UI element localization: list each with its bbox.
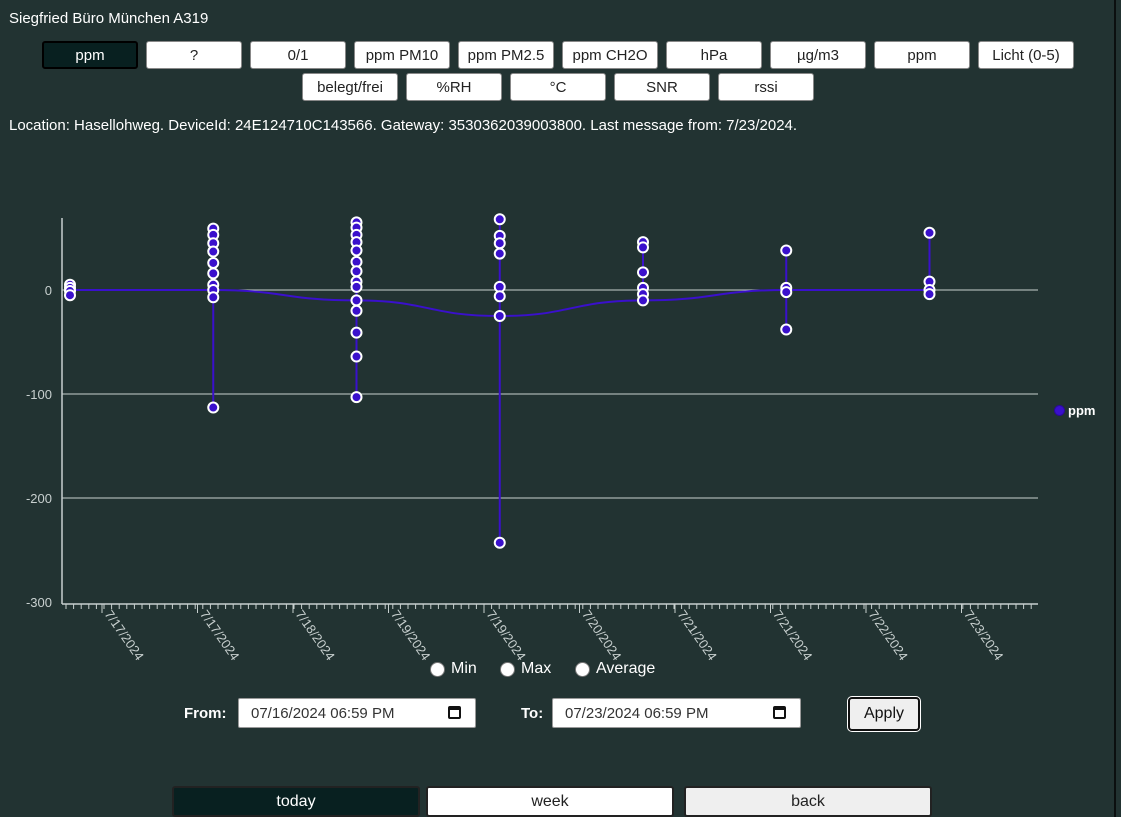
radio-average[interactable]: Average bbox=[575, 660, 655, 678]
data-point bbox=[350, 244, 363, 257]
unit-button-r1-5[interactable]: ppm CH2O bbox=[562, 41, 658, 69]
to-label: To: bbox=[521, 705, 544, 722]
calendar-icon[interactable] bbox=[448, 706, 461, 719]
data-point bbox=[350, 304, 363, 317]
x-tick-label: 7/22/2024 bbox=[866, 607, 911, 663]
page-title: Siegfried Büro München A319 bbox=[9, 10, 209, 27]
data-point bbox=[350, 350, 363, 363]
unit-button-r1-0[interactable]: ppm bbox=[42, 41, 138, 69]
window-edge bbox=[1114, 0, 1116, 817]
radio-circle-icon[interactable] bbox=[575, 661, 590, 677]
radio-circle-icon[interactable] bbox=[500, 661, 515, 677]
data-point bbox=[207, 267, 220, 280]
data-point bbox=[350, 326, 363, 339]
y-tick-label: -300 bbox=[26, 595, 52, 610]
unit-button-r2-4[interactable]: rssi bbox=[718, 73, 814, 101]
from-date-value: 07/16/2024 06:59 PM bbox=[251, 704, 395, 722]
data-point bbox=[493, 536, 506, 549]
week-button[interactable]: week bbox=[426, 786, 674, 817]
chart-legend[interactable]: ppm bbox=[1054, 403, 1095, 418]
unit-button-r2-1[interactable]: %RH bbox=[406, 73, 502, 101]
data-point bbox=[637, 241, 649, 254]
unit-button-r1-2[interactable]: 0/1 bbox=[250, 41, 346, 69]
legend-marker-icon bbox=[1054, 405, 1065, 416]
data-point bbox=[493, 213, 506, 226]
data-point bbox=[923, 288, 936, 301]
calendar-icon[interactable] bbox=[773, 706, 786, 719]
radio-max[interactable]: Max bbox=[500, 660, 551, 678]
data-point bbox=[493, 310, 506, 322]
data-point bbox=[637, 294, 649, 307]
legend-label: ppm bbox=[1068, 403, 1096, 418]
x-tick-label: 7/17/2024 bbox=[197, 607, 242, 663]
unit-button-r2-2[interactable]: °C bbox=[510, 73, 606, 101]
unit-button-r1-6[interactable]: hPa bbox=[666, 41, 762, 69]
x-tick-label: 7/21/2024 bbox=[675, 607, 720, 663]
apply-button[interactable]: Apply bbox=[848, 697, 920, 731]
data-point bbox=[923, 226, 936, 239]
line-chart: 0 -100 -200 -300 7/17/2024 7/17/2024 7/18/2024… bbox=[26, 213, 1038, 663]
data-point bbox=[780, 323, 793, 336]
from-label: From: bbox=[184, 705, 227, 722]
x-tick-label: 7/17/2024 bbox=[102, 607, 147, 663]
data-point bbox=[350, 391, 363, 404]
data-point bbox=[493, 247, 506, 260]
data-point bbox=[350, 265, 363, 278]
unit-button-r1-7[interactable]: µg/m3 bbox=[770, 41, 866, 69]
unit-button-r1-4[interactable]: ppm PM2.5 bbox=[458, 41, 554, 69]
x-tick-label: 7/18/2024 bbox=[293, 607, 338, 663]
unit-button-r1-3[interactable]: ppm PM10 bbox=[354, 41, 450, 69]
x-tick-label: 7/19/2024 bbox=[388, 607, 433, 663]
unit-button-r2-0[interactable]: belegt/frei bbox=[302, 73, 398, 101]
data-point bbox=[780, 244, 793, 257]
data-point bbox=[493, 237, 506, 250]
to-date-input[interactable]: 07/23/2024 06:59 PM bbox=[552, 698, 801, 728]
radio-circle-icon[interactable] bbox=[430, 661, 445, 677]
data-point bbox=[350, 280, 363, 293]
unit-button-r1-8[interactable]: ppm bbox=[874, 41, 970, 69]
unit-button-r2-3[interactable]: SNR bbox=[614, 73, 710, 101]
radio-average-label: Average bbox=[596, 660, 656, 677]
radio-min-label: Min bbox=[451, 660, 477, 677]
data-point bbox=[780, 286, 793, 299]
data-point bbox=[207, 245, 220, 258]
y-tick-label: -200 bbox=[26, 491, 52, 506]
radio-min[interactable]: Min bbox=[430, 660, 477, 678]
x-tick-label: 7/19/2024 bbox=[484, 607, 529, 663]
data-point bbox=[637, 266, 649, 279]
from-date-input[interactable]: 07/16/2024 06:59 PM bbox=[238, 698, 476, 728]
radio-max-label: Max bbox=[521, 660, 552, 677]
y-tick-label: 0 bbox=[45, 283, 52, 298]
x-tick-label: 7/23/2024 bbox=[961, 607, 1006, 663]
y-tick-label: -100 bbox=[26, 387, 52, 402]
today-button[interactable]: today bbox=[172, 786, 420, 817]
x-tick-label: 7/21/2024 bbox=[770, 607, 815, 663]
data-point bbox=[493, 290, 506, 303]
device-info: Location: Hasellohweg. DeviceId: 24E1247… bbox=[9, 117, 798, 134]
data-point bbox=[207, 291, 220, 304]
data-point bbox=[207, 401, 220, 414]
unit-button-r1-1[interactable]: ? bbox=[146, 41, 242, 69]
to-date-value: 07/23/2024 06:59 PM bbox=[565, 704, 709, 722]
x-tick-label: 7/20/2024 bbox=[579, 607, 624, 663]
data-point bbox=[64, 289, 76, 302]
data-point bbox=[207, 256, 220, 269]
data-point bbox=[350, 294, 363, 307]
back-button[interactable]: back bbox=[684, 786, 932, 817]
unit-button-r1-9[interactable]: Licht (0-5) bbox=[978, 41, 1074, 69]
